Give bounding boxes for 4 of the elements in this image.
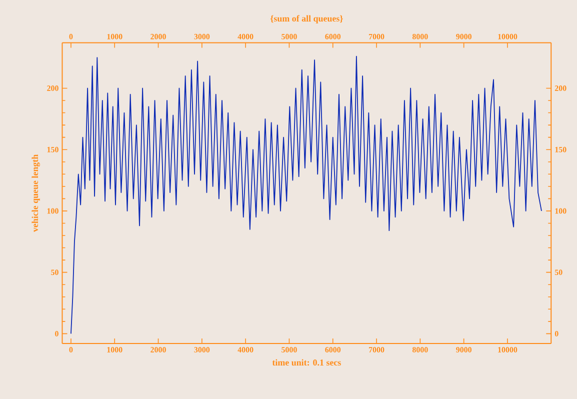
y-axis-title: vehicle queue length — [32, 154, 40, 232]
chart-title: {sum of all queues} — [270, 15, 343, 24]
x-axis-title: time unit: 0.1 secs — [272, 359, 341, 366]
line-series — [70, 56, 542, 334]
